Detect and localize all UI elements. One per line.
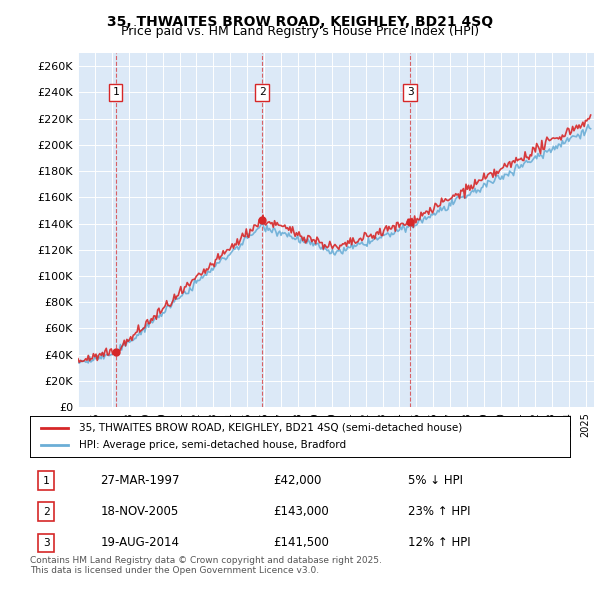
Text: 1: 1	[112, 87, 119, 97]
Text: 23% ↑ HPI: 23% ↑ HPI	[408, 505, 470, 519]
Text: 12% ↑ HPI: 12% ↑ HPI	[408, 536, 470, 549]
Text: £42,000: £42,000	[273, 474, 322, 487]
Text: 35, THWAITES BROW ROAD, KEIGHLEY, BD21 4SQ: 35, THWAITES BROW ROAD, KEIGHLEY, BD21 4…	[107, 15, 493, 29]
Text: £143,000: £143,000	[273, 505, 329, 519]
Text: 3: 3	[407, 87, 413, 97]
Text: 3: 3	[43, 538, 50, 548]
Text: 2: 2	[43, 507, 50, 517]
Text: 5% ↓ HPI: 5% ↓ HPI	[408, 474, 463, 487]
Text: 27-MAR-1997: 27-MAR-1997	[100, 474, 180, 487]
Text: 18-NOV-2005: 18-NOV-2005	[100, 505, 178, 519]
Text: 19-AUG-2014: 19-AUG-2014	[100, 536, 179, 549]
Text: Contains HM Land Registry data © Crown copyright and database right 2025.
This d: Contains HM Land Registry data © Crown c…	[30, 556, 382, 575]
Text: £141,500: £141,500	[273, 536, 329, 549]
Text: 2: 2	[259, 87, 265, 97]
Text: Price paid vs. HM Land Registry's House Price Index (HPI): Price paid vs. HM Land Registry's House …	[121, 25, 479, 38]
Text: 35, THWAITES BROW ROAD, KEIGHLEY, BD21 4SQ (semi-detached house): 35, THWAITES BROW ROAD, KEIGHLEY, BD21 4…	[79, 422, 462, 432]
Text: HPI: Average price, semi-detached house, Bradford: HPI: Average price, semi-detached house,…	[79, 440, 346, 450]
Text: 1: 1	[43, 476, 50, 486]
